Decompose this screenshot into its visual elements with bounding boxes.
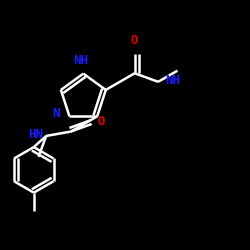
Text: NH: NH (165, 74, 180, 87)
Text: HN: HN (28, 128, 43, 141)
Text: N: N (52, 107, 60, 120)
Text: NH: NH (73, 54, 88, 67)
Text: O: O (131, 34, 138, 47)
Text: O: O (97, 115, 105, 128)
